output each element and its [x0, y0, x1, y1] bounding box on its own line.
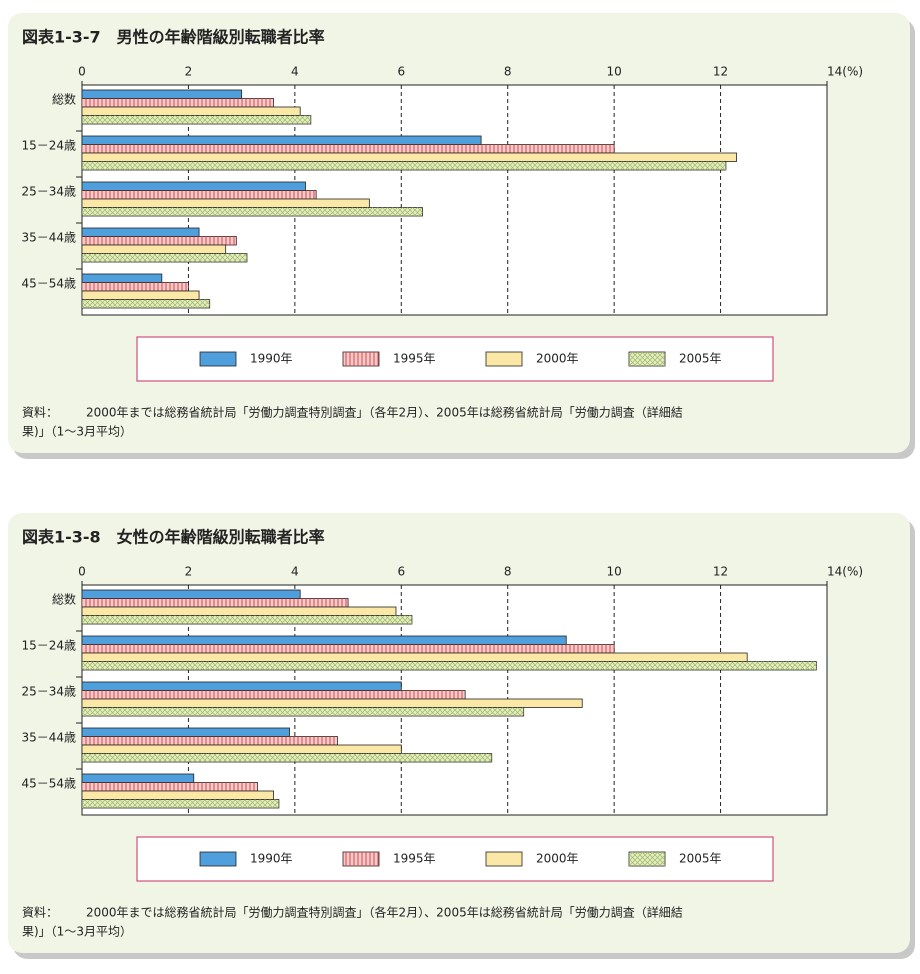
bar-pattern: [82, 615, 412, 624]
bar-pattern: [82, 661, 817, 670]
legend-label: 2000年: [536, 852, 579, 866]
y-tick-label: 15－24歳: [21, 139, 76, 153]
bar: [81, 727, 290, 737]
bar: [81, 106, 301, 116]
legend-swatch-pattern: [343, 352, 379, 366]
x-tick-label: 8: [504, 565, 512, 579]
y-tick-label: 35－44歳: [21, 231, 76, 245]
note-label: 資料：: [22, 906, 58, 920]
y-tick-label: 45－54歳: [21, 777, 76, 791]
note-line: 果)」（1～3月平均）: [22, 925, 132, 939]
legend-swatch: [199, 351, 237, 367]
bar: [81, 181, 306, 191]
y-tick-label: 45－54歳: [21, 277, 76, 291]
bar: [81, 589, 301, 599]
legend-label: 1995年: [393, 852, 436, 866]
bar: [81, 198, 370, 208]
bar-pattern: [82, 282, 189, 291]
y-tick-label: 総数: [52, 592, 76, 607]
bar-pattern: [82, 598, 349, 607]
y-tick-label: 25－34歳: [21, 685, 76, 699]
bar: [81, 227, 200, 237]
y-tick-label: 15－24歳: [21, 639, 76, 653]
note-label: 資料：: [22, 406, 58, 420]
legend-label: 2005年: [679, 352, 722, 366]
x-tick-label: 8: [504, 65, 512, 79]
bar: [81, 135, 482, 145]
x-tick-label: 4: [291, 565, 299, 579]
x-tick-label: 10: [607, 565, 622, 579]
bar: [81, 652, 748, 662]
bar-pattern: [82, 707, 524, 716]
bar-pattern: [82, 644, 615, 653]
legend-label: 2005年: [679, 852, 722, 866]
x-tick-label: 4: [291, 65, 299, 79]
legend-box: [136, 336, 774, 382]
bar-pattern: [82, 236, 237, 245]
legend-swatch: [199, 851, 237, 867]
bar-pattern: [82, 299, 210, 308]
bar: [81, 698, 583, 708]
legend-swatch: [485, 851, 523, 867]
bar: [81, 89, 243, 99]
bar: [81, 681, 402, 691]
bar: [81, 606, 397, 616]
x-tick-label: 0: [78, 65, 86, 79]
note-line: 2000年までは総務省統計局「労働力調査特別調査」（各年2月）、2005年は総務…: [86, 405, 683, 420]
bar: [81, 273, 163, 283]
bar: [81, 635, 567, 645]
bar-pattern: [82, 799, 279, 808]
y-tick-label: 35－44歳: [21, 731, 76, 745]
legend-swatch: [485, 351, 523, 367]
x-tick-label: 6: [397, 65, 405, 79]
legend-swatch-pattern: [343, 852, 379, 866]
x-tick-label: 2: [185, 65, 193, 79]
x-tick-label: 0: [78, 565, 86, 579]
legend-label: 1990年: [250, 852, 293, 866]
y-tick-label: 総数: [52, 92, 76, 107]
x-tick-label: 10: [607, 65, 622, 79]
bar: [81, 790, 274, 800]
x-tick-label: 14(%): [827, 65, 863, 79]
bar-pattern: [82, 782, 258, 791]
bar-pattern: [82, 161, 726, 170]
x-tick-label: 2: [185, 565, 193, 579]
bar: [81, 290, 200, 300]
x-tick-label: 14(%): [827, 565, 863, 579]
chart-title: 図表1-3-7 男性の年齢階級別転職者比率: [22, 28, 325, 47]
bar: [81, 244, 227, 254]
bar: [81, 744, 402, 754]
legend-label: 1995年: [393, 352, 436, 366]
y-tick-label: 25－34歳: [21, 185, 76, 199]
note-line: 2000年までは総務省統計局「労働力調査特別調査」（各年2月）、2005年は総務…: [86, 905, 683, 920]
bar-pattern: [82, 207, 423, 216]
bar-pattern: [82, 736, 338, 745]
chart-title: 図表1-3-8 女性の年齢階級別転職者比率: [22, 528, 325, 547]
x-tick-label: 6: [397, 565, 405, 579]
bar-pattern: [82, 190, 317, 199]
legend-swatch-pattern: [629, 852, 665, 866]
x-tick-label: 12: [713, 65, 728, 79]
bar-pattern: [82, 690, 466, 699]
legend-label: 2000年: [536, 352, 579, 366]
bar-pattern: [82, 253, 247, 262]
bar-pattern: [82, 144, 615, 153]
note-line: 果)」（1～3月平均）: [22, 425, 132, 439]
legend-box: [136, 836, 774, 882]
bar-pattern: [82, 115, 311, 124]
legend-label: 1990年: [250, 352, 293, 366]
bar-pattern: [82, 753, 492, 762]
bar: [81, 773, 195, 783]
bar-pattern: [82, 98, 274, 107]
bar: [81, 152, 737, 162]
legend-swatch-pattern: [629, 352, 665, 366]
x-tick-label: 12: [713, 565, 728, 579]
